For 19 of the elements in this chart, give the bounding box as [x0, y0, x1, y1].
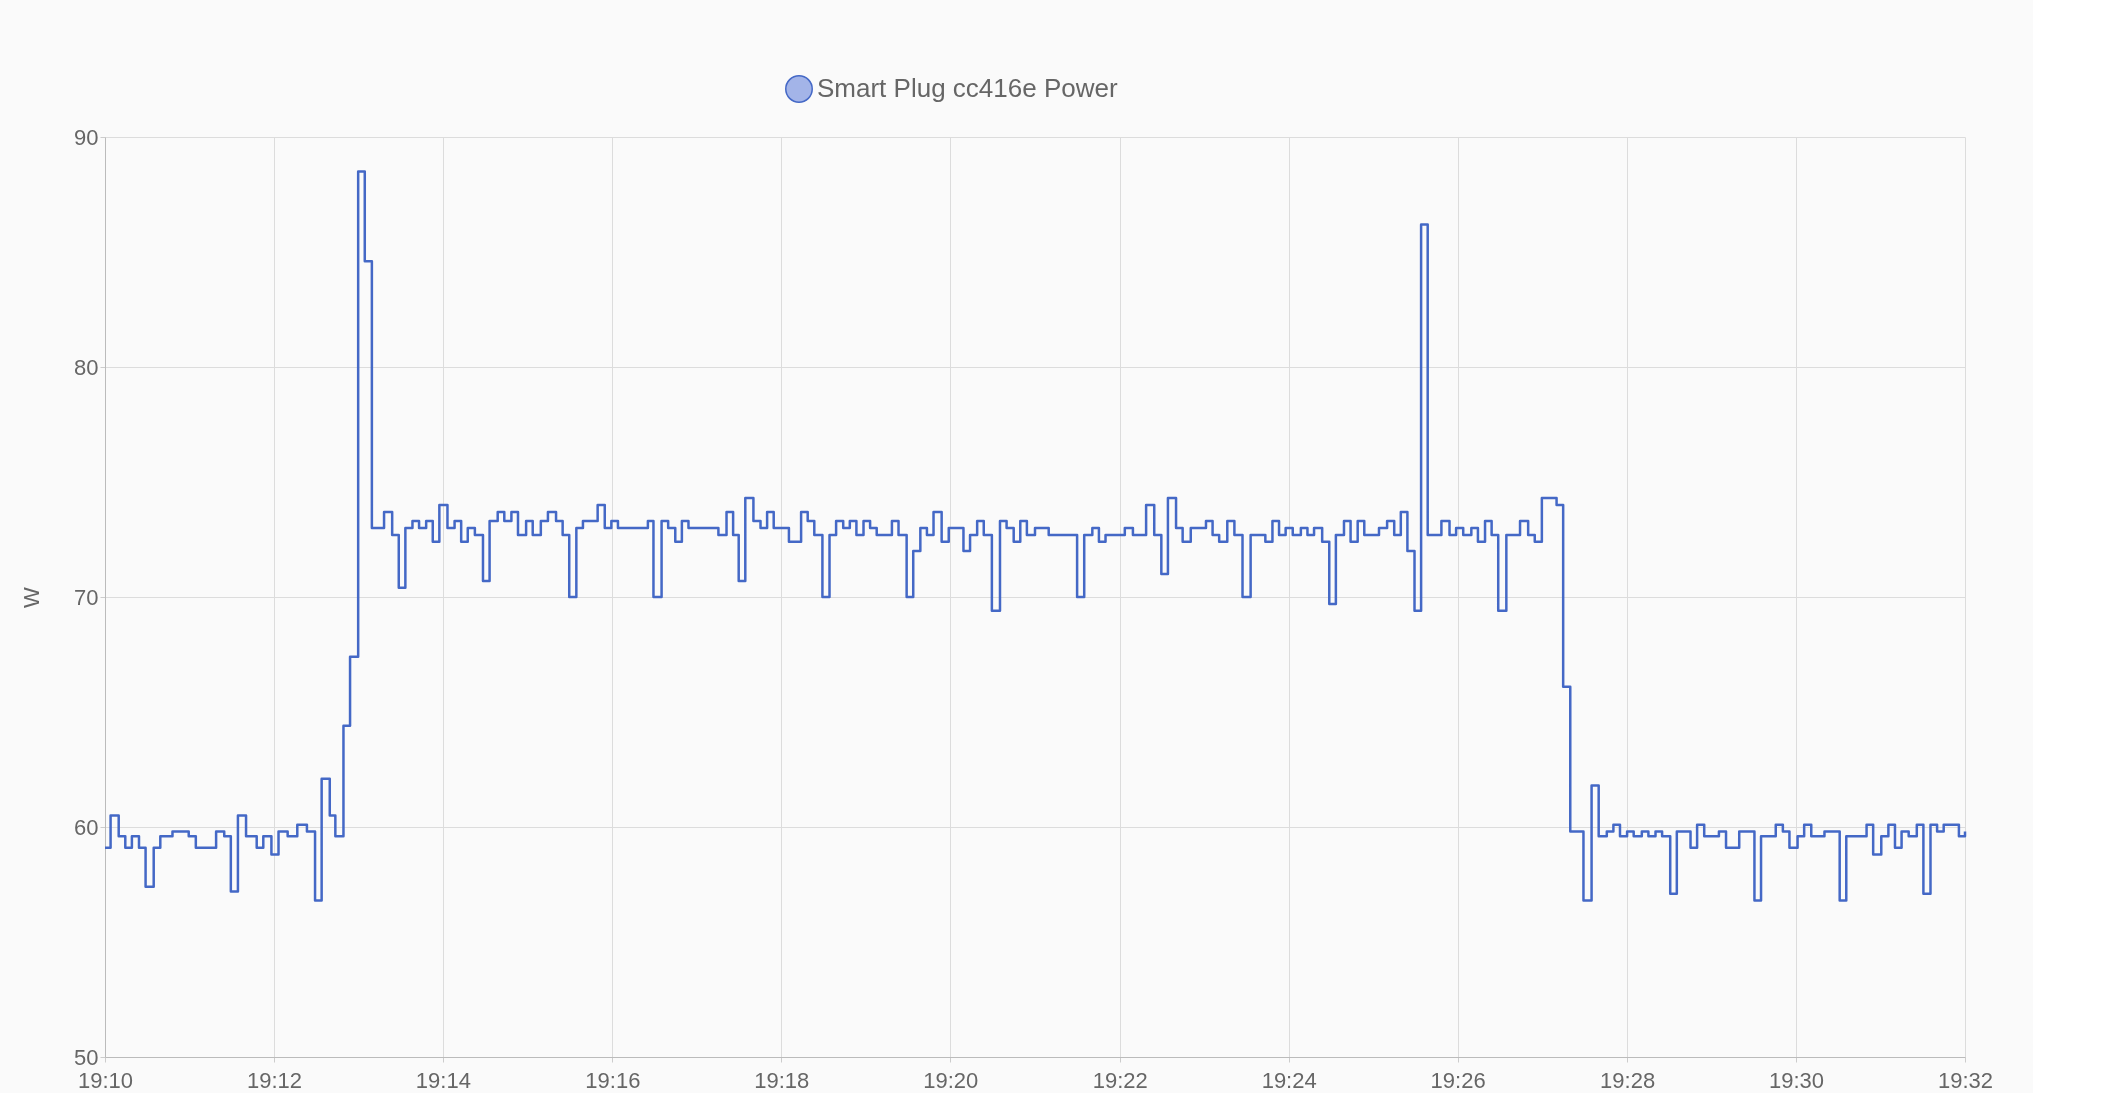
- x-tick-label: 19:24: [1261, 1067, 1317, 1093]
- x-tick-label: 19:20: [923, 1067, 979, 1093]
- x-tick-label: 19:26: [1430, 1067, 1486, 1093]
- legend-label: Smart Plug cc416e Power: [817, 73, 1118, 103]
- x-tick-label: 19:28: [1600, 1067, 1656, 1093]
- x-tick-label: 19:10: [77, 1067, 134, 1093]
- y-tick-label: 50: [74, 1044, 99, 1070]
- y-axis-title: W: [19, 586, 45, 608]
- y-tick-label: 60: [74, 814, 99, 840]
- x-tick-label: 19:32: [1937, 1067, 1994, 1093]
- x-tick-label: 19:30: [1769, 1067, 1825, 1093]
- x-tick-label: 19:12: [246, 1067, 302, 1093]
- y-tick-label: 70: [74, 584, 99, 610]
- x-tick-label: 19:18: [754, 1067, 810, 1093]
- x-tick-label: 19:16: [585, 1067, 641, 1093]
- x-tick-label: 19:14: [415, 1067, 471, 1093]
- y-tick-label: 90: [74, 124, 99, 150]
- x-tick-label: 19:22: [1092, 1067, 1148, 1093]
- y-tick-label: 80: [74, 354, 99, 380]
